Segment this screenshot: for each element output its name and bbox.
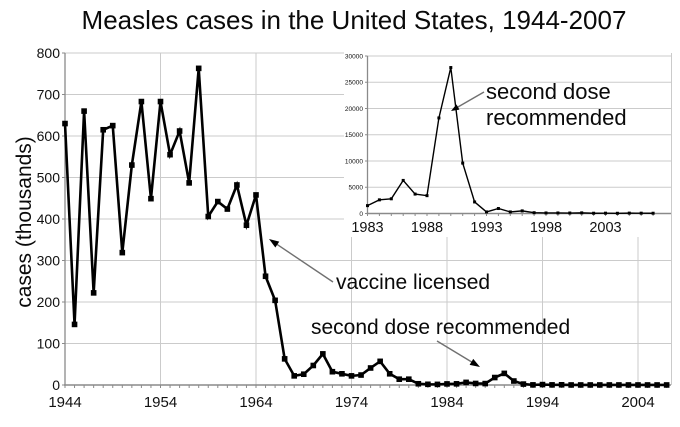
svg-text:700: 700 (37, 86, 61, 102)
svg-text:1944: 1944 (48, 394, 81, 411)
svg-text:1988: 1988 (411, 220, 443, 236)
svg-text:400: 400 (37, 211, 61, 227)
svg-text:20000: 20000 (345, 106, 363, 113)
svg-text:10000: 10000 (345, 158, 363, 165)
y-axis-label: cases (thousands) (13, 136, 36, 308)
svg-text:600: 600 (37, 128, 61, 144)
svg-text:15000: 15000 (345, 132, 363, 139)
chart-title: Measles cases in the United States, 1944… (81, 5, 627, 35)
svg-text:1994: 1994 (526, 394, 559, 411)
annotation-vaccine-licensed: vaccine licensed (336, 271, 491, 294)
svg-text:5000: 5000 (349, 185, 364, 192)
svg-text:2004: 2004 (621, 394, 654, 411)
svg-text:1964: 1964 (239, 394, 272, 411)
svg-text:0: 0 (359, 211, 363, 218)
annotation-second-dose-inset: second dose recommended (486, 79, 627, 130)
svg-text:1974: 1974 (335, 394, 368, 411)
svg-text:500: 500 (37, 169, 61, 185)
svg-text:800: 800 (37, 45, 61, 61)
svg-text:2003: 2003 (589, 220, 621, 236)
svg-text:1984: 1984 (430, 394, 463, 411)
svg-text:1954: 1954 (144, 394, 177, 411)
svg-text:300: 300 (37, 252, 61, 268)
svg-text:100: 100 (37, 335, 61, 351)
svg-text:30000: 30000 (345, 53, 363, 60)
svg-text:1993: 1993 (470, 220, 502, 236)
svg-text:0: 0 (52, 377, 60, 393)
svg-text:25000: 25000 (345, 80, 363, 87)
svg-text:1998: 1998 (530, 220, 562, 236)
svg-text:200: 200 (37, 294, 61, 310)
annotation-second-dose-main: second dose recommended (311, 316, 571, 339)
svg-text:1983: 1983 (351, 220, 383, 236)
